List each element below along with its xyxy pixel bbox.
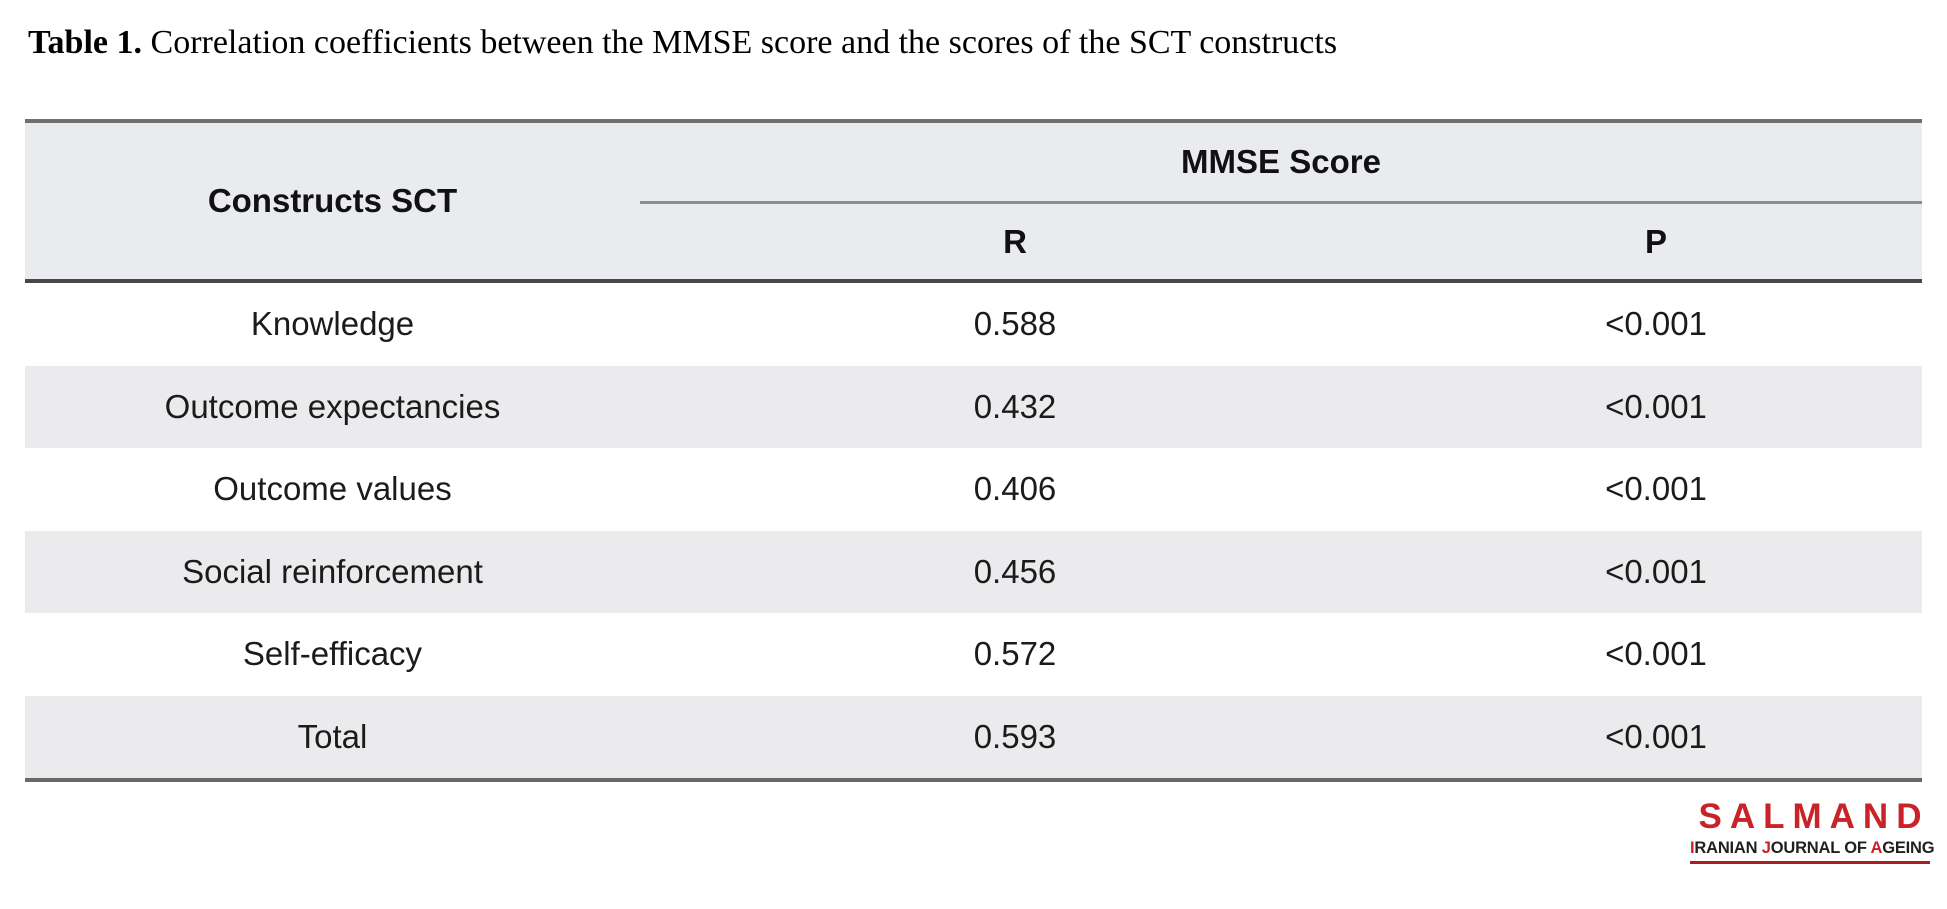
r-column-header: R [1003, 222, 1027, 260]
p-value-cell: <0.001 [1605, 635, 1707, 673]
table-row: Self-efficacy 0.572 <0.001 [25, 613, 1922, 696]
p-value-cell: <0.001 [1605, 470, 1707, 508]
construct-cell: Outcome values [213, 470, 452, 508]
r-value-cell: 0.406 [973, 470, 1057, 508]
r-value-cell: 0.588 [973, 305, 1057, 343]
journal-logo-wordmark: SALMAND [1698, 797, 1930, 836]
table-row: Knowledge 0.588 <0.001 [25, 283, 1922, 366]
journal-logo-subtitle: IRANIAN JOURNAL OF AGEING [1690, 839, 1935, 857]
mmse-group-separator-rule [640, 201, 1922, 204]
sub-header-row: R P [640, 204, 1922, 279]
table-top-rule [25, 119, 1922, 123]
construct-cell: Outcome expectancies [164, 387, 501, 425]
construct-cell: Total [297, 717, 368, 755]
table-row: Social reinforcement 0.456 <0.001 [25, 530, 1922, 613]
journal-logo-underline [1690, 861, 1930, 864]
journal-logo: SALMAND IRANIAN JOURNAL OF AGEING [1690, 799, 1935, 864]
construct-cell: Self-efficacy [242, 635, 423, 673]
p-column-header: P [1644, 222, 1667, 260]
construct-cell: Social reinforcement [182, 552, 483, 590]
table-caption: Table 1. Correlation coefficients betwee… [28, 24, 1337, 62]
constructs-column-header: Constructs SCT [207, 182, 458, 219]
p-value-cell: <0.001 [1605, 387, 1707, 425]
table-body: Knowledge 0.588 <0.001 Outcome expectanc… [25, 283, 1922, 778]
r-value-cell: 0.572 [973, 635, 1057, 673]
correlation-table: Constructs SCT MMSE Score R P Knowledge … [25, 119, 1922, 782]
r-value-cell: 0.456 [973, 552, 1057, 590]
construct-cell: Knowledge [250, 305, 415, 343]
table-bottom-rule [25, 778, 1922, 782]
table-row: Total 0.593 <0.001 [25, 695, 1922, 778]
table-caption-label: Table 1. [28, 24, 143, 61]
p-value-cell: <0.001 [1605, 552, 1707, 590]
table-row: Outcome values 0.406 <0.001 [25, 448, 1922, 531]
p-value-cell: <0.001 [1605, 305, 1707, 343]
mmse-score-group-header: MMSE Score [1181, 143, 1381, 180]
table-row: Outcome expectancies 0.432 <0.001 [25, 365, 1922, 448]
r-value-cell: 0.593 [973, 717, 1057, 755]
table-caption-text: Correlation coefficients between the MMS… [142, 24, 1338, 61]
table-header: Constructs SCT MMSE Score R P [25, 123, 1922, 283]
mmse-header-group: MMSE Score R P [640, 123, 1922, 279]
r-value-cell: 0.432 [973, 387, 1057, 425]
p-value-cell: <0.001 [1605, 717, 1707, 755]
